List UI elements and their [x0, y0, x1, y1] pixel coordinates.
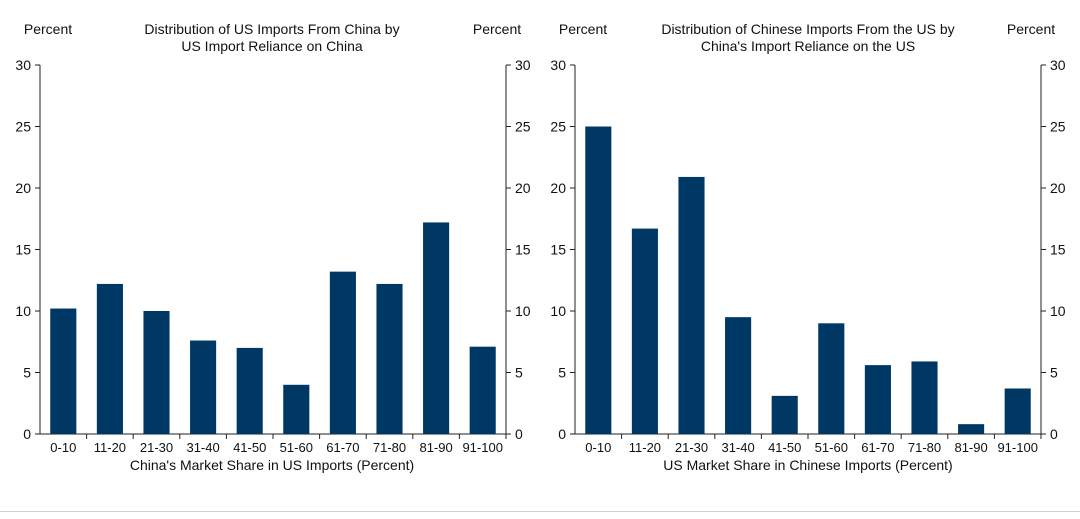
- x-tick-label: 71-80: [373, 440, 406, 455]
- left-axis-label: Percent: [559, 21, 607, 37]
- x-tick-label: 81-90: [954, 440, 987, 455]
- x-tick-label: 51-60: [815, 440, 848, 455]
- bar-21-30: [143, 311, 170, 434]
- left-y-tick-label: 0: [23, 426, 31, 442]
- right-y-tick-label: 10: [1050, 303, 1066, 319]
- bar-91-100: [1004, 388, 1031, 434]
- left-y-tick-label: 5: [23, 365, 31, 381]
- bar-11-20: [96, 283, 123, 434]
- chart-title: Distribution of US Imports From China by: [144, 21, 399, 37]
- bar-71-80: [911, 361, 938, 434]
- x-axis-label: US Market Share in Chinese Imports (Perc…: [663, 457, 952, 473]
- left-y-tick-label: 5: [558, 365, 566, 381]
- x-tick-label: 61-70: [326, 440, 359, 455]
- bar-0-10: [50, 308, 77, 434]
- bar-81-90: [958, 424, 985, 434]
- bar-61-70: [864, 365, 891, 434]
- x-tick-label: 21-30: [675, 440, 708, 455]
- panel-chinese-imports-from-us: Percent Percent Distribution of Chinese …: [550, 21, 1065, 473]
- bar-0-10: [585, 126, 612, 434]
- right-y-tick-label: 20: [515, 180, 531, 196]
- right-axis-label: Percent: [473, 21, 521, 37]
- bar-41-50: [236, 347, 263, 434]
- bar-41-50: [771, 395, 798, 434]
- left-y-tick-label: 20: [550, 180, 566, 196]
- x-tick-label: 31-40: [186, 440, 219, 455]
- left-y-tick-label: 15: [15, 242, 31, 258]
- bar-31-40: [190, 340, 217, 434]
- x-tick-label: 91-100: [462, 440, 502, 455]
- right-axis-label: Percent: [1007, 21, 1055, 37]
- bar-11-20: [631, 228, 658, 434]
- chart-subtitle: US Import Reliance on China: [181, 38, 363, 54]
- chart-title: Distribution of Chinese Imports From the…: [661, 21, 954, 37]
- right-y-tick-label: 15: [1050, 242, 1066, 258]
- left-y-tick-label: 0: [558, 426, 566, 442]
- right-y-tick-label: 15: [515, 242, 531, 258]
- x-tick-label: 0-10: [50, 440, 76, 455]
- chart-marks: 0 0 5 5 10 10 15 15 20 20 25 25 30 30 0-10 11-20 21-30 31…: [550, 57, 1065, 455]
- bar-71-80: [376, 283, 403, 434]
- left-y-tick-label: 10: [15, 303, 31, 319]
- right-y-tick-label: 5: [1050, 365, 1058, 381]
- right-y-tick-label: 30: [1050, 57, 1066, 73]
- right-y-tick-label: 25: [1050, 119, 1066, 135]
- bottom-divider: [0, 511, 1080, 512]
- panel-us-imports-from-china: Percent Percent Distribution of US Impor…: [15, 21, 530, 473]
- right-y-tick-label: 30: [515, 57, 531, 73]
- x-tick-label: 81-90: [419, 440, 452, 455]
- left-axis-label: Percent: [24, 21, 72, 37]
- x-tick-label: 0-10: [585, 440, 611, 455]
- chart-marks: 0 0 5 5 10 10 15 15 20 20 25 25 30 30 0-10 11-20 21-30 31…: [15, 57, 530, 455]
- left-y-tick-label: 25: [15, 119, 31, 135]
- bar-61-70: [329, 271, 356, 434]
- bar-51-60: [283, 384, 310, 434]
- right-y-tick-label: 0: [1050, 426, 1058, 442]
- right-y-tick-label: 20: [1050, 180, 1066, 196]
- bar-91-100: [469, 346, 496, 434]
- bar-51-60: [818, 323, 845, 434]
- x-tick-label: 31-40: [721, 440, 754, 455]
- left-y-tick-label: 30: [15, 57, 31, 73]
- left-y-tick-label: 15: [550, 242, 566, 258]
- x-tick-label: 21-30: [140, 440, 173, 455]
- bar-81-90: [423, 222, 450, 434]
- x-tick-label: 11-20: [629, 440, 661, 455]
- x-tick-label: 51-60: [280, 440, 313, 455]
- x-tick-label: 41-50: [233, 440, 266, 455]
- right-y-tick-label: 5: [515, 365, 523, 381]
- x-tick-label: 91-100: [997, 440, 1037, 455]
- x-axis-label: China's Market Share in US Imports (Perc…: [130, 457, 414, 473]
- right-y-tick-label: 10: [515, 303, 531, 319]
- left-y-tick-label: 20: [15, 180, 31, 196]
- right-y-tick-label: 25: [515, 119, 531, 135]
- x-tick-label: 71-80: [908, 440, 941, 455]
- x-tick-label: 41-50: [768, 440, 801, 455]
- left-y-tick-label: 25: [550, 119, 566, 135]
- x-tick-label: 61-70: [861, 440, 894, 455]
- left-y-tick-label: 10: [550, 303, 566, 319]
- bar-31-40: [725, 317, 752, 434]
- chart-subtitle: China's Import Reliance on the US: [701, 38, 915, 54]
- right-y-tick-label: 0: [515, 426, 523, 442]
- left-y-tick-label: 30: [550, 57, 566, 73]
- x-tick-label: 11-20: [94, 440, 126, 455]
- bar-21-30: [678, 176, 705, 434]
